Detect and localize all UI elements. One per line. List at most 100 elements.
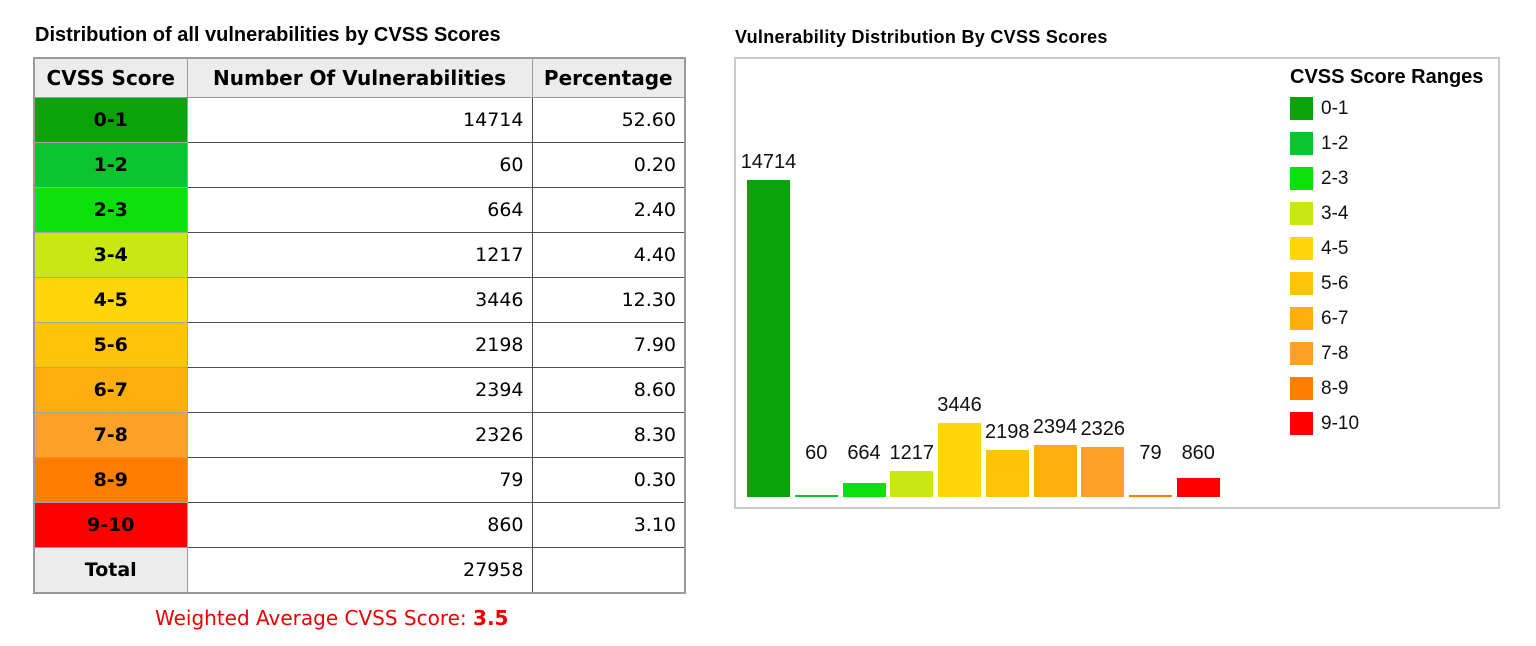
percentage-cell: 0.20 [531, 142, 686, 188]
percentage-cell: 4.40 [531, 232, 686, 278]
percentage-cell: 2.40 [531, 187, 686, 233]
legend-item-7-8: 7-8 [1290, 342, 1495, 365]
legend-swatch-icon [1290, 412, 1313, 435]
bar-value-label: 860 [1181, 442, 1215, 464]
legend-item-2-3: 2-3 [1290, 167, 1495, 190]
legend-swatch-icon [1290, 272, 1313, 295]
percentage-cell: 7.90 [531, 322, 686, 368]
cvss-range-cell: 4-5 [33, 277, 188, 323]
weighted-average-line: Weighted Average CVSS Score: 3.5 [155, 606, 508, 630]
legend-items: 0-1 1-2 2-3 3-4 4-5 5-6 6-7 7-8 8-9 9-10 [1290, 97, 1495, 435]
bar-0-1 [747, 180, 790, 497]
count-cell: 60 [186, 142, 533, 188]
cvss-range-cell: 9-10 [33, 502, 188, 548]
bar-value-label: 2326 [1080, 418, 1126, 440]
weighted-average-label: Weighted Average CVSS Score: [155, 606, 474, 630]
table-row: 7-8 2326 8.30 [33, 412, 686, 458]
bar-6-7 [1033, 445, 1077, 497]
percentage-cell: 0.30 [531, 457, 686, 503]
bar-value-label: 60 [805, 442, 828, 464]
table-total-row: Total 27958 [33, 547, 686, 594]
table-row: 9-10 860 3.10 [33, 502, 686, 548]
legend-item-4-5: 4-5 [1290, 237, 1495, 260]
chart-panel: 14714 60 664 1217 3446 2198 2394 2326 79 860 CVSS… [734, 57, 1500, 509]
table-row: 2-3 664 2.40 [33, 187, 686, 233]
cvss-range-cell: 0-1 [33, 97, 188, 143]
legend-title: CVSS Score Ranges [1290, 66, 1484, 88]
bar-value-label: 1217 [889, 442, 935, 464]
legend-item-6-7: 6-7 [1290, 307, 1495, 330]
bar-8-9 [1129, 495, 1172, 497]
bar-value-label: 2394 [1032, 416, 1078, 438]
legend-label: 6-7 [1321, 308, 1349, 329]
legend-item-0-1: 0-1 [1290, 97, 1495, 120]
cvss-range-cell: 6-7 [33, 367, 188, 413]
bar-value-label: 79 [1139, 442, 1162, 464]
count-cell: 79 [186, 457, 533, 503]
legend-label: 5-6 [1321, 273, 1349, 294]
table-row: 4-5 3446 12.30 [33, 277, 686, 323]
cvss-range-cell: 2-3 [33, 187, 188, 233]
table-title: Distribution of all vulnerabilities by C… [35, 24, 501, 46]
count-cell: 2326 [186, 412, 533, 458]
count-cell: 860 [186, 502, 533, 548]
bar-1-2 [794, 495, 838, 497]
percentage-cell: 3.10 [531, 502, 686, 548]
legend-swatch-icon [1290, 202, 1313, 225]
bar-3-4 [890, 471, 934, 497]
bar-value-label: 664 [847, 442, 881, 464]
cvss-range-cell: 3-4 [33, 232, 188, 278]
table-header-row: CVSS Score Number Of Vulnerabilities Per… [33, 57, 686, 98]
legend-swatch-icon [1290, 167, 1313, 190]
legend-swatch-icon [1290, 377, 1313, 400]
legend-item-5-6: 5-6 [1290, 272, 1495, 295]
legend-swatch-icon [1290, 97, 1313, 120]
legend-swatch-icon [1290, 132, 1313, 155]
bar-value-label: 2198 [985, 421, 1030, 443]
bar-4-5 [938, 423, 981, 497]
cvss-range-cell: 5-6 [33, 322, 188, 368]
cvss-distribution-table: CVSS Score Number Of Vulnerabilities Per… [33, 57, 686, 594]
weighted-average-value: 3.5 [473, 606, 509, 630]
bar-9-10 [1176, 478, 1220, 497]
legend-label: 1-2 [1321, 133, 1349, 154]
legend-label: 9-10 [1321, 413, 1360, 434]
table-row: 5-6 2198 7.90 [33, 322, 686, 368]
bar-7-8 [1081, 447, 1125, 497]
percentage-cell: 8.30 [531, 412, 686, 458]
header-cvss-score: CVSS Score [33, 57, 188, 98]
header-number-of-vulnerabilities: Number Of Vulnerabilities [186, 57, 533, 98]
bar-value-label: 3446 [937, 394, 982, 416]
legend-swatch-icon [1290, 342, 1313, 365]
legend-item-3-4: 3-4 [1290, 202, 1495, 225]
legend-item-8-9: 8-9 [1290, 377, 1495, 400]
legend-swatch-icon [1290, 237, 1313, 260]
legend-label: 2-3 [1321, 168, 1349, 189]
header-percentage: Percentage [531, 57, 686, 98]
chart-title: Vulnerability Distribution By CVSS Score… [735, 27, 1108, 47]
legend-label: 7-8 [1321, 343, 1349, 364]
count-cell: 664 [186, 187, 533, 233]
legend-item-1-2: 1-2 [1290, 132, 1495, 155]
count-cell: 2394 [186, 367, 533, 413]
count-cell: 14714 [186, 97, 533, 143]
percentage-cell: 8.60 [531, 367, 686, 413]
bar-5-6 [985, 450, 1029, 497]
cvss-range-cell: 1-2 [33, 142, 188, 188]
legend-label: 0-1 [1321, 98, 1349, 119]
count-cell: 1217 [186, 232, 533, 278]
count-cell: 2198 [186, 322, 533, 368]
count-cell: 3446 [186, 277, 533, 323]
legend-label: 3-4 [1321, 203, 1349, 224]
total-count-cell: 27958 [186, 547, 533, 594]
cvss-range-cell: 7-8 [33, 412, 188, 458]
percentage-cell: 52.60 [531, 97, 686, 143]
bar-value-label: 14714 [740, 151, 797, 173]
legend-swatch-icon [1290, 307, 1313, 330]
percentage-cell: 12.30 [531, 277, 686, 323]
cvss-range-cell: 8-9 [33, 457, 188, 503]
table-row: 3-4 1217 4.40 [33, 232, 686, 278]
table-row: 8-9 79 0.30 [33, 457, 686, 503]
table-row: 6-7 2394 8.60 [33, 367, 686, 413]
